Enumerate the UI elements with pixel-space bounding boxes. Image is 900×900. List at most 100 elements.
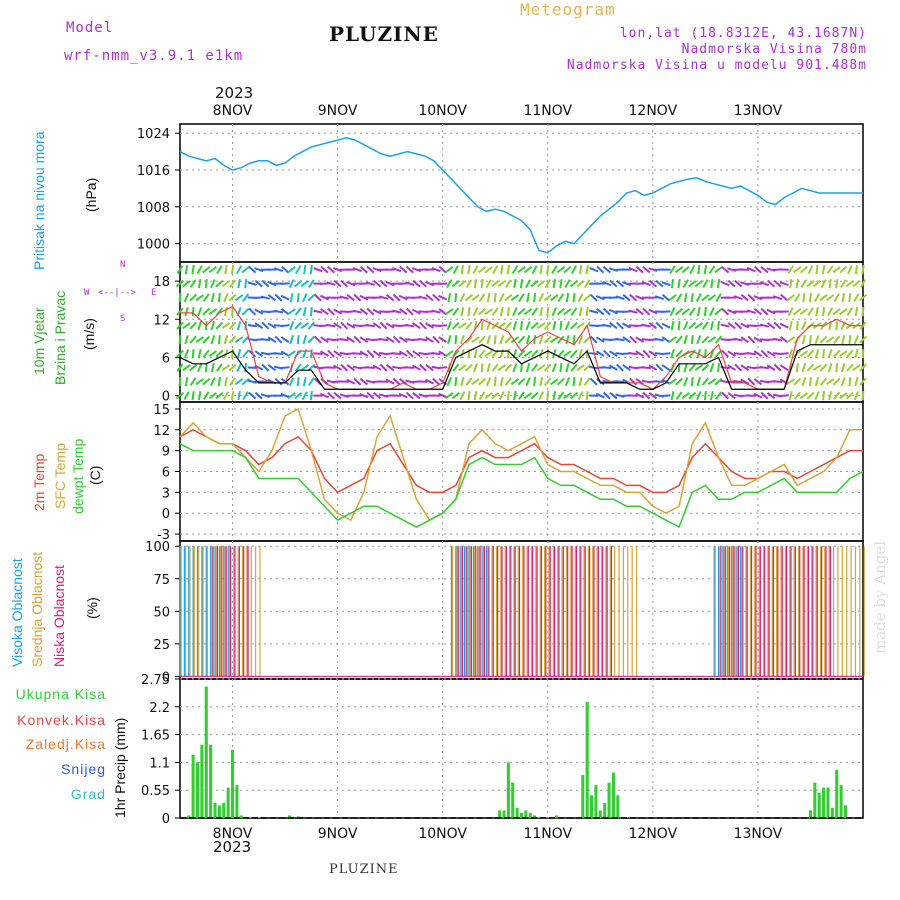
wind-arrow xyxy=(198,391,202,401)
wind-arrow xyxy=(228,363,237,372)
wind-arrow xyxy=(690,377,694,387)
wind-arrow xyxy=(538,335,544,345)
wind-arrow xyxy=(766,322,776,330)
wind-arrow xyxy=(378,338,389,342)
wind-arrow xyxy=(196,363,203,373)
wind-arrow xyxy=(359,265,368,274)
wind-arrow xyxy=(740,364,750,371)
wind-arrow xyxy=(550,336,559,344)
wind-arrow xyxy=(602,307,611,316)
precip-bar xyxy=(533,815,537,818)
wind-arrow xyxy=(289,321,295,331)
wind-arrow xyxy=(467,265,471,275)
wind-arrow xyxy=(579,265,583,275)
wind-arrow xyxy=(294,392,303,400)
wind-arrow xyxy=(196,265,203,275)
wind-arrow xyxy=(372,350,382,358)
wind-arrow xyxy=(595,392,605,399)
wind-arrow xyxy=(210,335,216,345)
wind-arrow xyxy=(827,307,834,317)
wind-arrow xyxy=(210,363,215,373)
wind-arrow xyxy=(530,349,539,358)
wind-arrow xyxy=(505,279,512,289)
wind-arrow xyxy=(385,378,395,385)
wind-arrow xyxy=(320,308,329,316)
wind-arrow xyxy=(661,310,671,313)
wind-arrow xyxy=(533,293,537,303)
wind-arrow xyxy=(670,321,675,331)
wind-arrow xyxy=(654,337,665,342)
wind-arrow xyxy=(202,349,210,358)
wind-arrow xyxy=(195,336,204,344)
wind-arrow xyxy=(760,307,769,316)
wind-arrow xyxy=(696,335,702,345)
precip-bar xyxy=(248,816,252,818)
wind-arrow xyxy=(525,377,531,387)
wind-arrow xyxy=(559,321,563,331)
wind-arrow xyxy=(208,392,218,400)
wind-arrow xyxy=(779,352,789,356)
wind-arrow xyxy=(710,391,714,401)
wind-arrow xyxy=(215,321,224,330)
precip-bar xyxy=(222,802,226,818)
wind-arrow xyxy=(438,324,448,328)
precip-bar xyxy=(296,816,300,818)
wind-arrow xyxy=(346,378,356,385)
wind-arrow xyxy=(485,279,492,289)
wind-arrow xyxy=(703,265,708,275)
wind-arrow xyxy=(740,336,750,344)
wind-arrow xyxy=(845,391,854,400)
wind-arrow xyxy=(648,364,658,371)
wind-arrow xyxy=(465,363,473,372)
wind-arrow xyxy=(189,335,197,344)
wind-arrow xyxy=(452,307,460,316)
wind-arrow xyxy=(237,279,241,289)
wind-arrow xyxy=(589,309,599,314)
wind-arrow xyxy=(720,266,730,274)
wind-arrow xyxy=(701,377,709,386)
y-tick-label-pressure: 1000 xyxy=(137,238,170,253)
wind-arrow xyxy=(241,307,250,316)
wind-arrow xyxy=(346,322,356,329)
wind-arrow xyxy=(773,363,782,372)
wind-arrow xyxy=(346,336,356,343)
wind-arrow xyxy=(411,364,421,371)
wind-arrow xyxy=(242,293,250,302)
wind-arrow xyxy=(248,391,257,400)
wind-arrow xyxy=(786,294,795,302)
wind-arrow xyxy=(661,293,671,302)
wind-arrow xyxy=(418,279,427,288)
wind-arrow xyxy=(828,279,832,289)
wind-arrow xyxy=(267,364,277,372)
wind-arrow xyxy=(629,335,638,344)
y-tick-label-pressure: 1016 xyxy=(137,164,170,179)
wind-arrow xyxy=(458,322,467,330)
wind-arrow xyxy=(493,377,497,387)
wind-arrow xyxy=(236,363,242,373)
wind-arrow xyxy=(536,364,546,372)
wind-arrow xyxy=(530,280,539,288)
wind-arrow xyxy=(839,350,848,358)
wind-arrow xyxy=(289,293,294,303)
wind-arrow xyxy=(518,293,525,302)
wind-arrow xyxy=(385,281,395,287)
wind-arrow xyxy=(538,391,545,401)
wind-arrow xyxy=(405,391,414,400)
wind-arrow xyxy=(773,321,782,330)
wind-arrow xyxy=(846,307,854,316)
wind-arrow xyxy=(520,363,523,373)
precip-bar xyxy=(843,805,848,818)
wind-arrow xyxy=(557,335,565,344)
wind-arrow xyxy=(835,363,839,373)
wind-arrow xyxy=(628,352,638,356)
wind-arrow xyxy=(473,391,478,401)
wind-arrow xyxy=(189,377,197,386)
wind-arrow xyxy=(832,266,841,274)
wind-arrow xyxy=(307,293,316,302)
wind-arrow xyxy=(642,391,651,400)
wind-arrow xyxy=(244,279,248,289)
wind-arrow xyxy=(313,293,322,302)
wind-arrow xyxy=(859,363,867,372)
wind-arrow xyxy=(327,307,335,316)
wind-arrow xyxy=(392,293,401,302)
